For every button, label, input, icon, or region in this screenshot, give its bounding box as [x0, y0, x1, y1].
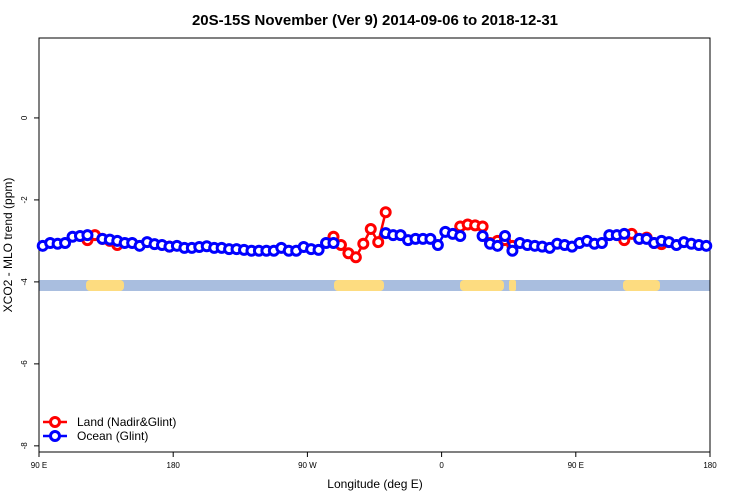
y-tick-label: -4 [20, 278, 29, 286]
x-tick-label: 90 E [568, 461, 584, 470]
x-tick-label: 90 E [31, 461, 47, 470]
data-point [476, 220, 489, 233]
y-tick-label: 0 [20, 115, 29, 120]
data-point [506, 244, 519, 257]
chart-title: 20S-15S November (Ver 9) 2014-09-06 to 2… [192, 12, 558, 29]
x-tick-label: 180 [167, 461, 181, 470]
legend: Land (Nadir&Glint)Ocean (Glint) [43, 415, 176, 443]
x-tick-label: 180 [703, 461, 717, 470]
data-point [372, 236, 385, 249]
data-point [59, 236, 72, 249]
data-point [349, 251, 362, 264]
x-tick-label: 0 [439, 461, 444, 470]
land-strip [334, 280, 384, 291]
y-axis-label: XCO2 - MLO trend (ppm) [1, 178, 15, 313]
data-point [364, 223, 377, 236]
series [36, 225, 713, 257]
legend-marker [49, 416, 61, 428]
data-point [498, 229, 511, 242]
data-point [81, 229, 94, 242]
land-strip [86, 280, 124, 291]
data-point [476, 229, 489, 242]
land-strip [509, 280, 516, 291]
x-tick-label: 90 W [298, 461, 317, 470]
data-point [595, 236, 608, 249]
y-tick-label: -8 [20, 442, 29, 450]
data-point [431, 239, 444, 251]
land-strip [623, 280, 660, 291]
data-point [424, 232, 437, 245]
legend-label: Land (Nadir&Glint) [77, 415, 176, 429]
data-point [618, 227, 631, 240]
data-point [379, 206, 392, 219]
y-tick-label: -2 [20, 196, 29, 204]
x-axis-label: Longitude (deg E) [327, 477, 422, 491]
legend-label: Ocean (Glint) [77, 429, 148, 443]
surface-strip [39, 280, 710, 291]
data-point [312, 243, 325, 256]
data-point [327, 236, 340, 249]
data-point [491, 239, 504, 252]
legend-marker [49, 430, 61, 442]
data-point [700, 239, 713, 252]
land-strip [460, 280, 504, 291]
data-point [454, 229, 467, 242]
data-point [357, 237, 370, 250]
y-tick-label: -6 [20, 360, 29, 368]
